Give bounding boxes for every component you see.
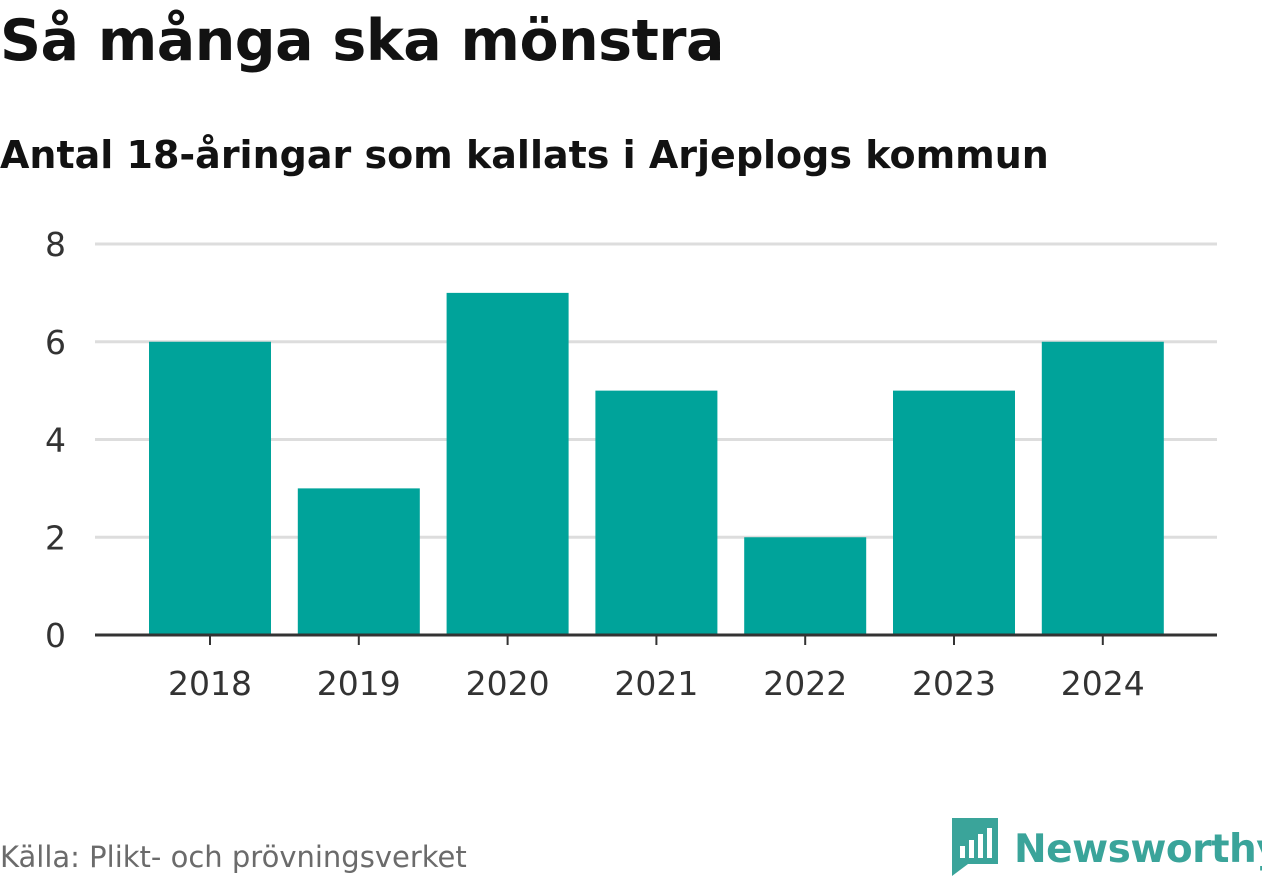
bar xyxy=(297,488,420,635)
x-tick-label: 2018 xyxy=(168,664,252,703)
x-tick-label: 2022 xyxy=(763,664,847,703)
bar xyxy=(1041,341,1164,635)
axes: 0 2 4 6 8 2018 2019 2020 2021 2022 2023 2024 xyxy=(45,225,1217,703)
y-tick-label: 4 xyxy=(45,421,66,460)
x-tick-label: 2019 xyxy=(317,664,401,703)
y-tick-label: 6 xyxy=(45,323,66,362)
bar xyxy=(149,341,271,635)
x-tick-label: 2021 xyxy=(614,664,698,703)
x-tick-label: 2024 xyxy=(1061,664,1145,703)
bars xyxy=(149,292,1164,635)
source-note: Källa: Plikt- och prövningsverket xyxy=(0,840,467,874)
y-tick-label: 8 xyxy=(45,225,66,264)
brand-logo[interactable]: Newsworthy xyxy=(950,818,1262,880)
bar xyxy=(595,390,718,635)
x-tick-label: 2023 xyxy=(912,664,996,703)
chart-subtitle: Antal 18-åringar som kallats i Arjeplogs… xyxy=(0,133,1049,177)
x-tick-label: 2020 xyxy=(466,664,550,703)
y-tick-label: 0 xyxy=(45,616,66,655)
chart-title: Så många ska mönstra xyxy=(0,8,724,74)
bar xyxy=(893,390,1015,635)
newsworthy-logo-icon xyxy=(950,816,1000,882)
bar xyxy=(744,537,867,635)
y-tick-label: 2 xyxy=(45,518,66,557)
brand-name: Newsworthy xyxy=(1014,826,1262,872)
bar xyxy=(446,292,569,635)
